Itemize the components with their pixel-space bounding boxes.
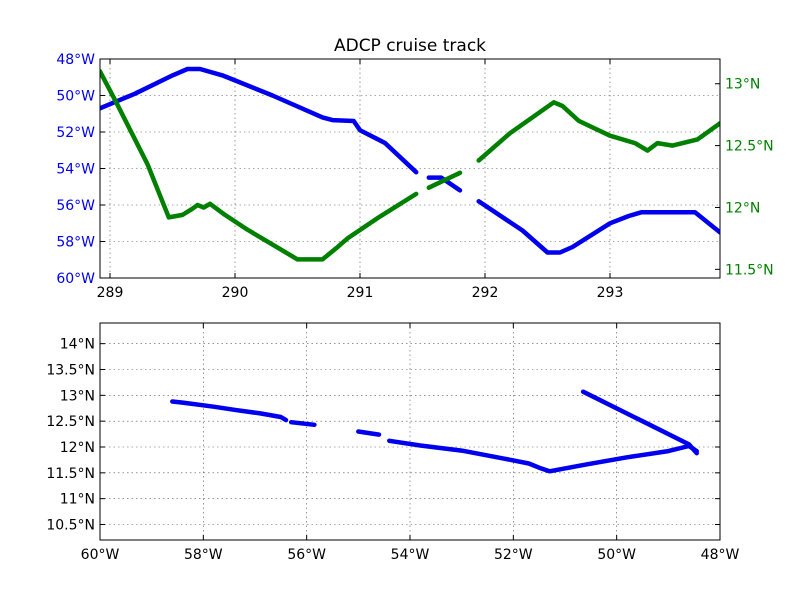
top-y2-tick-label: 13°N <box>725 77 760 93</box>
cruise-track-segment <box>580 389 699 456</box>
bottom-x-tick-label: 56°W <box>287 547 326 563</box>
top-y-tick-label: 54°W <box>56 162 95 178</box>
latitude-track-segment <box>426 170 463 190</box>
bottom-y-tick-label: 12°N <box>60 440 95 456</box>
top-grid <box>100 58 720 279</box>
bottom-grid <box>99 323 721 540</box>
bottom-x-tick-label: 58°W <box>184 547 223 563</box>
bottom-x-tick-label: 60°W <box>81 547 120 563</box>
top-y2-tick-label: 12.5°N <box>725 139 774 155</box>
bottom-series <box>170 389 699 474</box>
top-y2-tick-label: 11.5°N <box>725 262 774 278</box>
latitude-track-segment <box>100 69 419 262</box>
bottom-y-tick-label: 13°N <box>60 388 95 404</box>
bottom-y-tick-label: 13.5°N <box>46 363 95 379</box>
bottom-x-tick-label: 54°W <box>391 547 430 563</box>
bottom-x-tick-label: 52°W <box>494 547 533 563</box>
top-y-tick-label: 60°W <box>56 271 95 287</box>
cruise-track-segment <box>387 438 699 474</box>
longitude-track-segment <box>426 175 463 193</box>
bottom-ticks: 60°W 58°W 56°W 54°W 52°W 50°W 48°W 10.5°N 11°N 11… <box>46 323 739 563</box>
bottom-x-tick-label: 48°W <box>701 547 740 563</box>
longitude-track-segment <box>100 66 419 175</box>
top-y-tick-label: 58°W <box>56 235 95 251</box>
top-y-tick-label: 50°W <box>56 89 95 105</box>
bottom-y-tick-label: 12.5°N <box>46 414 95 430</box>
bottom-y-tick-label: 11.5°N <box>46 466 95 482</box>
top-x-tick-label: 291 <box>347 285 374 301</box>
top-y-tick-label: 52°W <box>56 125 95 141</box>
top-x-tick-label: 293 <box>597 285 624 301</box>
top-y2-tick-label: 12°N <box>725 200 760 216</box>
bottom-y-tick-label: 10.5°N <box>46 518 95 534</box>
cruise-track-segment <box>288 419 317 428</box>
top-x-tick-label: 289 <box>97 285 124 301</box>
top-ticks: 289 290 291 292 293 48°W 50°W 52°W 54°W 56°W 58°W 6… <box>56 52 773 301</box>
cruise-track-segment <box>356 429 382 437</box>
top-y-tick-label: 48°W <box>56 52 95 68</box>
bottom-y-tick-label: 14°N <box>60 337 95 353</box>
top-x-tick-label: 292 <box>472 285 499 301</box>
bottom-x-tick-label: 50°W <box>597 547 636 563</box>
latitude-track-segment <box>476 100 720 163</box>
top-panel: 289 290 291 292 293 48°W 50°W 52°W 54°W 56°W 58°W 6… <box>56 36 773 301</box>
top-series <box>100 66 720 262</box>
cruise-track-segment <box>170 399 289 423</box>
bottom-y-tick-label: 11°N <box>60 492 95 508</box>
bottom-panel: 60°W 58°W 56°W 54°W 52°W 50°W 48°W 10.5°N 11°N 11… <box>46 322 739 563</box>
chart-title: ADCP cruise track <box>334 36 486 56</box>
longitude-track-segment <box>476 199 720 255</box>
top-x-tick-label: 290 <box>222 285 249 301</box>
top-y-tick-label: 56°W <box>56 198 95 214</box>
